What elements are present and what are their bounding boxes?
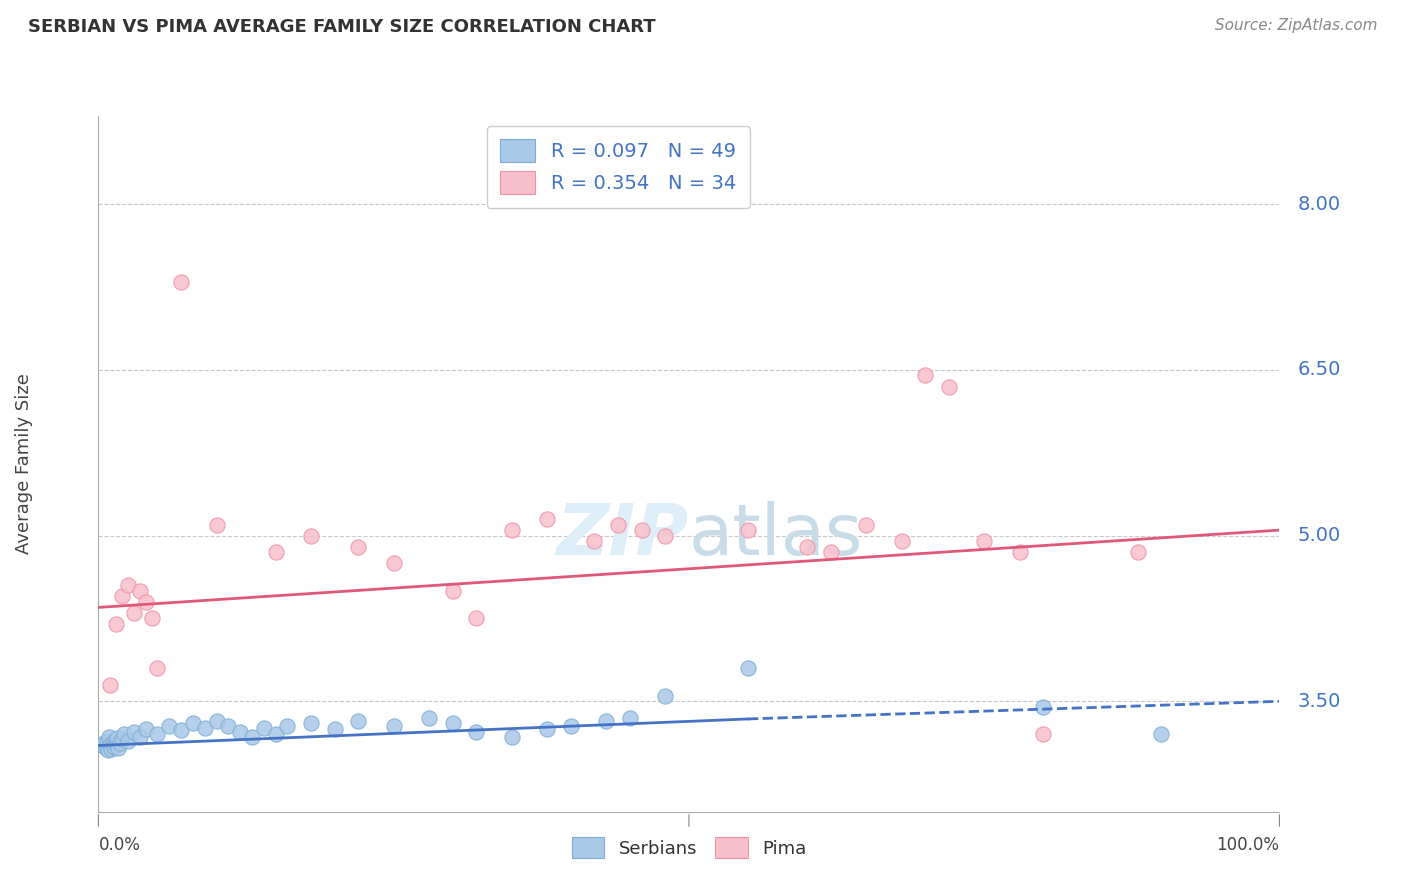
Point — [205, 517, 228, 532]
Point — [630, 523, 652, 537]
Point — [536, 722, 558, 736]
Text: 100.0%: 100.0% — [1216, 836, 1279, 854]
Point — [299, 716, 322, 731]
Point — [441, 716, 464, 731]
Point — [240, 730, 263, 744]
Point — [382, 718, 405, 732]
Point — [382, 556, 405, 570]
Point — [583, 534, 606, 549]
Text: Average Family Size: Average Family Size — [15, 374, 34, 554]
Legend: Serbians, Pima: Serbians, Pima — [564, 830, 814, 865]
Point — [128, 730, 150, 744]
Point — [141, 611, 163, 625]
Point — [253, 721, 276, 735]
Point — [170, 723, 193, 737]
Point — [98, 730, 121, 744]
Point — [91, 739, 114, 753]
Point — [465, 611, 488, 625]
Point — [94, 740, 117, 755]
Point — [1126, 545, 1149, 559]
Point — [737, 661, 759, 675]
Point — [104, 733, 127, 747]
Point — [465, 725, 488, 739]
Point — [1008, 545, 1031, 559]
Point — [607, 517, 630, 532]
Point — [111, 590, 134, 604]
Point — [1150, 727, 1173, 741]
Text: 6.50: 6.50 — [1298, 360, 1340, 379]
Point — [93, 736, 115, 750]
Point — [501, 730, 523, 744]
Point — [146, 727, 169, 741]
Point — [101, 735, 124, 749]
Point — [117, 578, 139, 592]
Text: 0.0%: 0.0% — [98, 836, 141, 854]
Point — [98, 678, 121, 692]
Point — [914, 368, 936, 383]
Text: 5.00: 5.00 — [1298, 526, 1340, 545]
Text: atlas: atlas — [689, 501, 863, 570]
Point — [619, 711, 641, 725]
Point — [855, 517, 877, 532]
Point — [103, 739, 125, 754]
Point — [501, 523, 523, 537]
Text: ZIP: ZIP — [557, 501, 689, 570]
Text: Source: ZipAtlas.com: Source: ZipAtlas.com — [1215, 18, 1378, 33]
Text: SERBIAN VS PIMA AVERAGE FAMILY SIZE CORRELATION CHART: SERBIAN VS PIMA AVERAGE FAMILY SIZE CORR… — [28, 18, 655, 36]
Point — [105, 731, 128, 745]
Point — [217, 718, 239, 732]
Point — [170, 275, 193, 289]
Text: 8.00: 8.00 — [1298, 194, 1340, 214]
Point — [96, 734, 118, 748]
Point — [299, 528, 322, 542]
Point — [890, 534, 912, 549]
Point — [264, 727, 287, 741]
Point — [100, 741, 122, 756]
Point — [107, 740, 129, 755]
Point — [205, 714, 228, 728]
Point — [122, 606, 145, 620]
Point — [135, 595, 157, 609]
Point — [737, 523, 759, 537]
Point — [796, 540, 818, 554]
Point — [820, 545, 842, 559]
Point — [938, 379, 960, 393]
Point — [146, 661, 169, 675]
Point — [194, 721, 217, 735]
Point — [108, 736, 131, 750]
Point — [135, 722, 157, 736]
Point — [418, 711, 440, 725]
Point — [654, 528, 676, 542]
Point — [98, 739, 121, 753]
Point — [347, 714, 370, 728]
Point — [229, 725, 252, 739]
Point — [105, 737, 128, 751]
Point — [97, 743, 120, 757]
Point — [264, 545, 287, 559]
Point — [536, 512, 558, 526]
Point — [122, 725, 145, 739]
Point — [323, 722, 346, 736]
Point — [276, 718, 298, 732]
Point — [973, 534, 995, 549]
Point — [157, 718, 180, 732]
Point — [560, 718, 582, 732]
Point — [181, 716, 204, 731]
Point — [117, 734, 139, 748]
Point — [441, 583, 464, 598]
Point — [128, 583, 150, 598]
Point — [1032, 699, 1054, 714]
Point — [654, 689, 676, 703]
Text: 3.50: 3.50 — [1298, 692, 1340, 711]
Point — [112, 727, 135, 741]
Point — [347, 540, 370, 554]
Point — [111, 731, 134, 746]
Point — [105, 617, 128, 632]
Point — [1032, 727, 1054, 741]
Point — [595, 714, 617, 728]
